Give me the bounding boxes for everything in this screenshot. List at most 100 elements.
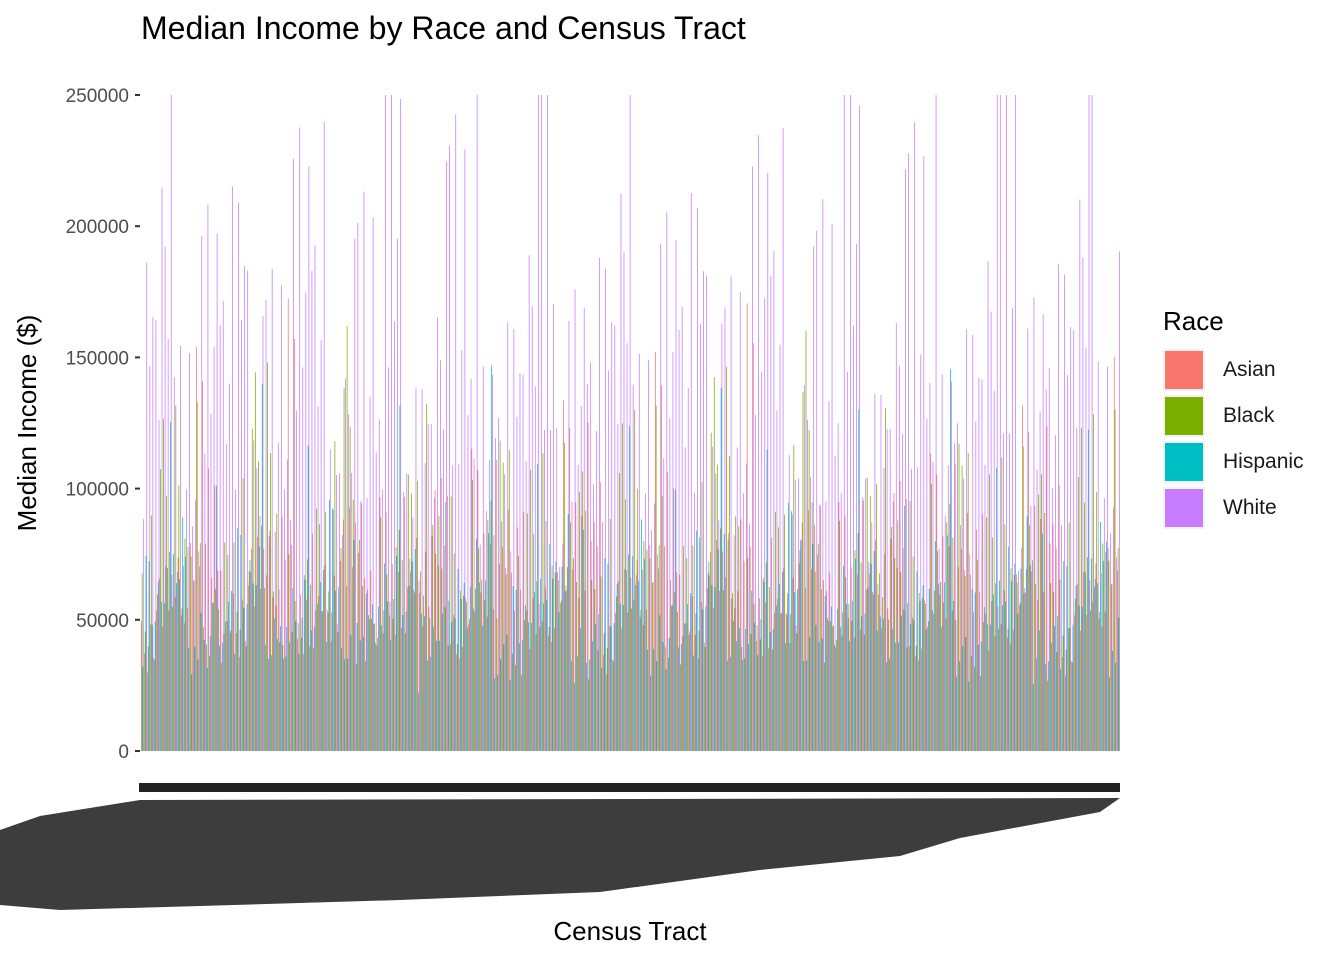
bar-white (1082, 257, 1084, 751)
bar-hispanic (1057, 616, 1059, 751)
bar-white (547, 95, 548, 751)
bar-white (571, 501, 573, 751)
bar-black (765, 562, 767, 751)
bar-black (1074, 598, 1076, 751)
bar-black (1068, 522, 1070, 751)
bar-black (585, 510, 587, 751)
bar-asian (321, 611, 323, 751)
bar-hispanic (145, 555, 147, 751)
bar-white (577, 464, 579, 751)
bar-asian (376, 645, 378, 751)
bar-asian (765, 602, 766, 751)
bar-white (247, 270, 249, 751)
bar-hispanic (485, 580, 486, 751)
bar-asian (245, 640, 246, 751)
bar-black (820, 589, 822, 751)
bar-white (758, 135, 759, 752)
bar-white (464, 149, 466, 752)
bar-asian (1040, 518, 1042, 751)
bar-asian (752, 343, 754, 751)
y-axis-label: Median Income ($) (12, 315, 42, 532)
bar-asian (575, 502, 577, 751)
bar-asian (306, 599, 307, 751)
bar-asian (1025, 592, 1026, 751)
legend-item-hispanic: Hispanic (1163, 439, 1304, 485)
bar-asian (404, 496, 405, 751)
bar-asian (431, 536, 433, 751)
bar-white (599, 257, 600, 751)
bar-white (966, 329, 968, 751)
bar-black (291, 631, 293, 751)
bar-asian (740, 519, 742, 751)
bar-hispanic (892, 628, 893, 751)
bar-asian (278, 589, 280, 751)
bar-black (352, 499, 354, 751)
bar-white (351, 472, 353, 751)
bar-asian (572, 569, 574, 751)
bar-asian (413, 589, 415, 751)
bar-black (478, 548, 480, 751)
bar-black (141, 573, 143, 751)
bar-white (482, 366, 484, 751)
bar-white (957, 423, 958, 751)
bar-black (521, 675, 522, 751)
bar-black (368, 615, 369, 751)
bar-white (176, 571, 178, 751)
bar-asian (829, 572, 831, 751)
bar-black (444, 607, 446, 751)
bar-hispanic (1069, 628, 1071, 751)
bar-asian (388, 615, 390, 751)
bar-asian (789, 643, 791, 751)
bar-hispanic (448, 600, 450, 751)
bar-white (149, 365, 151, 751)
bar-white (550, 430, 551, 751)
bar-black (285, 656, 287, 751)
bar-asian (1116, 570, 1118, 751)
bar-black (472, 480, 473, 751)
bar-black (671, 605, 672, 751)
bar-hispanic (628, 425, 630, 751)
bar-white (724, 307, 726, 751)
bar-black (193, 580, 195, 751)
bar-white (978, 378, 980, 751)
bar-hispanic (635, 584, 636, 751)
bar-asian (1095, 563, 1097, 751)
bar-asian (609, 626, 610, 751)
bar-asian (1012, 630, 1014, 751)
bar-hispanic (671, 604, 673, 751)
bar-asian (208, 468, 210, 751)
bar-white (1024, 588, 1026, 751)
bar-black (236, 611, 238, 751)
bar-white (342, 535, 343, 751)
bar-white (348, 414, 350, 751)
bar-hispanic (861, 616, 863, 751)
legend-item-black: Black (1163, 393, 1304, 439)
bar-hispanic (399, 405, 401, 751)
bar-white (761, 372, 763, 751)
bar-black (282, 644, 284, 751)
bar-hispanic (347, 658, 349, 751)
bar-asian (691, 596, 693, 751)
bar-black (414, 592, 415, 751)
bar-white (853, 325, 854, 751)
bar-white (443, 429, 444, 751)
bar-white (693, 492, 695, 751)
bar-asian (168, 610, 170, 751)
bar-white (807, 419, 808, 751)
bar-black (527, 513, 529, 751)
bar-black (716, 464, 718, 751)
bar-black (261, 525, 262, 751)
bar-hispanic (589, 659, 590, 751)
bar-white (507, 322, 509, 751)
bar-black (909, 500, 911, 751)
bar-asian (856, 574, 858, 751)
bar-asian (1022, 405, 1023, 751)
bar-white (277, 442, 279, 751)
bar-asian (477, 470, 479, 751)
bar-black (857, 532, 859, 751)
bar-asian (694, 635, 696, 751)
bar-hispanic (941, 627, 942, 751)
bar-hispanic (423, 616, 425, 751)
bar-white (458, 463, 460, 751)
bar-asian (645, 609, 647, 751)
